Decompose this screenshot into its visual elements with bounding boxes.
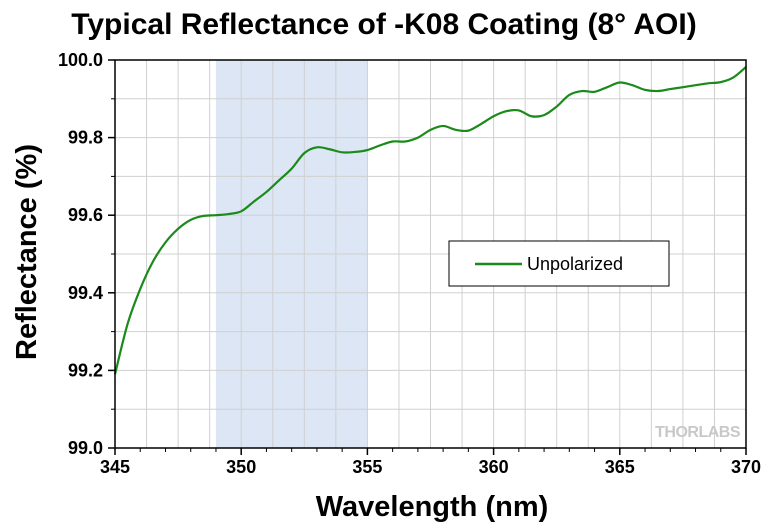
x-axis-title: Wavelength (nm): [316, 491, 549, 523]
x-tick-label: 360: [479, 457, 509, 477]
legend-label-unpolarized: Unpolarized: [527, 254, 623, 274]
y-axis-title: Reflectance (%): [11, 144, 43, 360]
legend: Unpolarized: [448, 240, 670, 287]
x-tick-label: 370: [731, 457, 761, 477]
x-tick-label: 350: [226, 457, 256, 477]
y-tick-label: 100.0: [58, 50, 103, 70]
chart-title: Typical Reflectance of -K08 Coating (8° …: [71, 8, 696, 41]
x-tick-label: 355: [352, 457, 382, 477]
y-tick-label: 99.6: [68, 205, 103, 225]
y-tick-label: 99.8: [68, 128, 103, 148]
x-tick-label: 365: [605, 457, 635, 477]
y-tick-label: 99.4: [68, 283, 103, 303]
series-layer: [113, 66, 747, 375]
watermark-logo: THORLABS: [655, 424, 741, 441]
series-line-unpolarized: [113, 66, 747, 375]
y-tick-label: 99.2: [68, 360, 103, 380]
tick-layer: 345 350 355 360 365 370 99.0 99.2 99.4 99.6 99.8 10…: [58, 50, 761, 477]
y-tick-label: 99.0: [68, 438, 103, 458]
x-tick-label: 345: [100, 457, 130, 477]
